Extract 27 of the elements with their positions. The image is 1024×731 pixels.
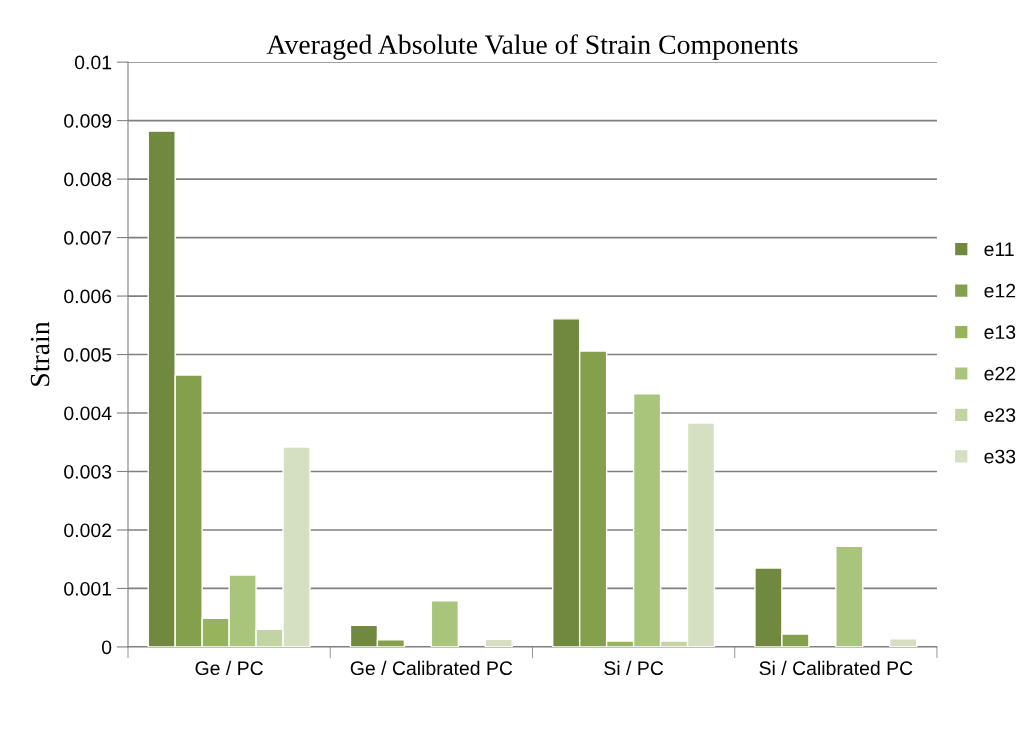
bar	[484, 638, 513, 647]
bar	[430, 600, 460, 647]
chart-title: Averaged Absolute Value of Strain Components	[266, 34, 798, 60]
y-tick-label: 0.01	[74, 55, 112, 70]
y-tick-label: 0.006	[64, 289, 112, 304]
bar	[889, 638, 918, 647]
y-axis-title: Strain	[30, 321, 50, 386]
legend-label: e11	[984, 242, 1014, 257]
legend-label: e12	[984, 283, 1016, 298]
y-tick-label: 0.003	[64, 464, 112, 479]
y-tick-label: 0.001	[64, 581, 112, 596]
y-tick-label: 0.002	[64, 523, 112, 538]
y-tick-label: 0	[101, 640, 112, 655]
y-tick-label: 0.005	[64, 348, 112, 362]
x-tick-label: Si / Calibrated PC	[759, 660, 913, 676]
legend-label: e33	[984, 449, 1016, 464]
bar	[835, 545, 864, 647]
x-tick-label: Ge / Calibrated PC	[350, 660, 513, 676]
y-tick-label: 0.004	[64, 406, 112, 421]
x-tick-label: Si / PC	[604, 660, 664, 676]
y-tick-label: 0.007	[64, 231, 112, 245]
x-tick-label: Ge / PC	[195, 660, 263, 676]
legend-label: e13	[984, 325, 1016, 340]
legend-label: e22	[984, 366, 1016, 381]
legend-label: e23	[984, 408, 1016, 422]
y-tick-label: 0.009	[64, 114, 112, 128]
y-tick-label: 0.008	[64, 172, 112, 187]
